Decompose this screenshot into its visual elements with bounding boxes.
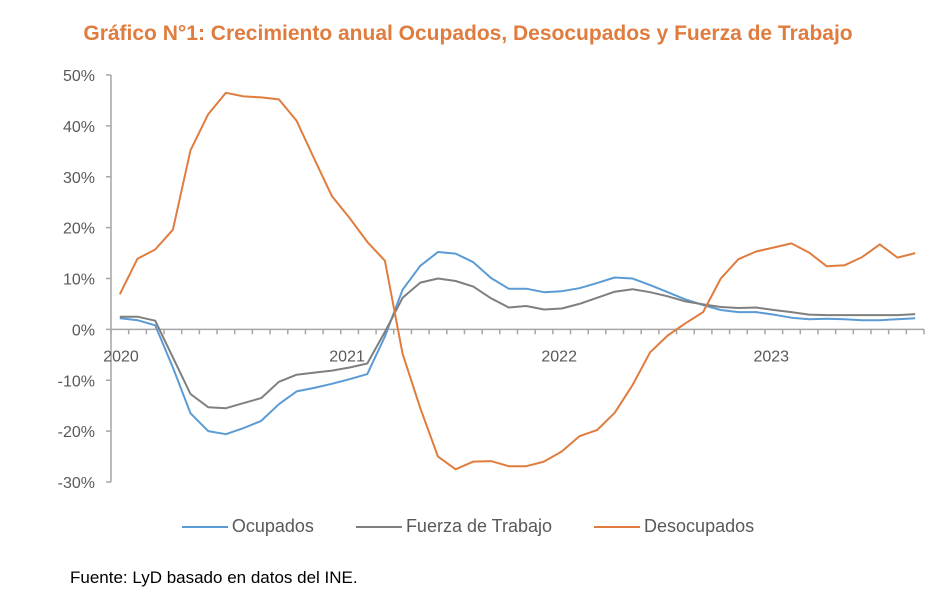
y-axis: 50% 40% 30% 20% 10% 0% -10% -20% -30% bbox=[58, 68, 112, 492]
legend-item-desocupados: Desocupados bbox=[594, 516, 754, 537]
series-group bbox=[118, 91, 916, 471]
legend-swatch-fuerza-de-trabajo bbox=[355, 525, 402, 528]
chart-title: Gráfico N°1: Crecimiento anual Ocupados,… bbox=[83, 22, 853, 45]
x-tick-label: 2021 bbox=[329, 348, 365, 365]
legend-label-ocupados: Ocupados bbox=[231, 516, 314, 536]
legend: Ocupados Fuerza de Trabajo Desocupados bbox=[0, 516, 936, 537]
y-tick-label: 30% bbox=[63, 170, 95, 187]
legend-item-ocupados: Ocupados bbox=[181, 516, 314, 537]
y-tick-label: -30% bbox=[58, 475, 95, 492]
y-tick-label: -20% bbox=[58, 424, 95, 441]
legend-item-fuerza-de-trabajo: Fuerza de Trabajo bbox=[355, 516, 553, 537]
x-tick-label: 2022 bbox=[541, 348, 577, 365]
y-tick-label: 10% bbox=[63, 272, 95, 289]
legend-label-fuerza-de-trabajo: Fuerza de Trabajo bbox=[405, 516, 553, 536]
source-note: Fuente: LyD basado en datos del INE. bbox=[70, 568, 358, 587]
x-axis: 2020 2021 2022 2023 bbox=[103, 328, 925, 365]
y-tick-label: 0% bbox=[72, 322, 95, 339]
y-tick-label: -10% bbox=[58, 373, 95, 390]
y-tick-label: 50% bbox=[63, 68, 95, 85]
y-tick-label: 20% bbox=[63, 221, 95, 238]
series-line-ocupados bbox=[119, 251, 916, 436]
legend-swatch-desocupados bbox=[594, 525, 641, 528]
legend-label-desocupados: Desocupados bbox=[644, 516, 755, 536]
x-tick-label: 2023 bbox=[753, 348, 789, 365]
legend-swatch-ocupados bbox=[181, 525, 228, 528]
series-line-desocupados bbox=[118, 91, 916, 471]
series-line-fuerza-de-trabajo bbox=[119, 277, 916, 410]
x-tick-label: 2020 bbox=[103, 348, 139, 365]
y-tick-label: 40% bbox=[63, 119, 95, 136]
